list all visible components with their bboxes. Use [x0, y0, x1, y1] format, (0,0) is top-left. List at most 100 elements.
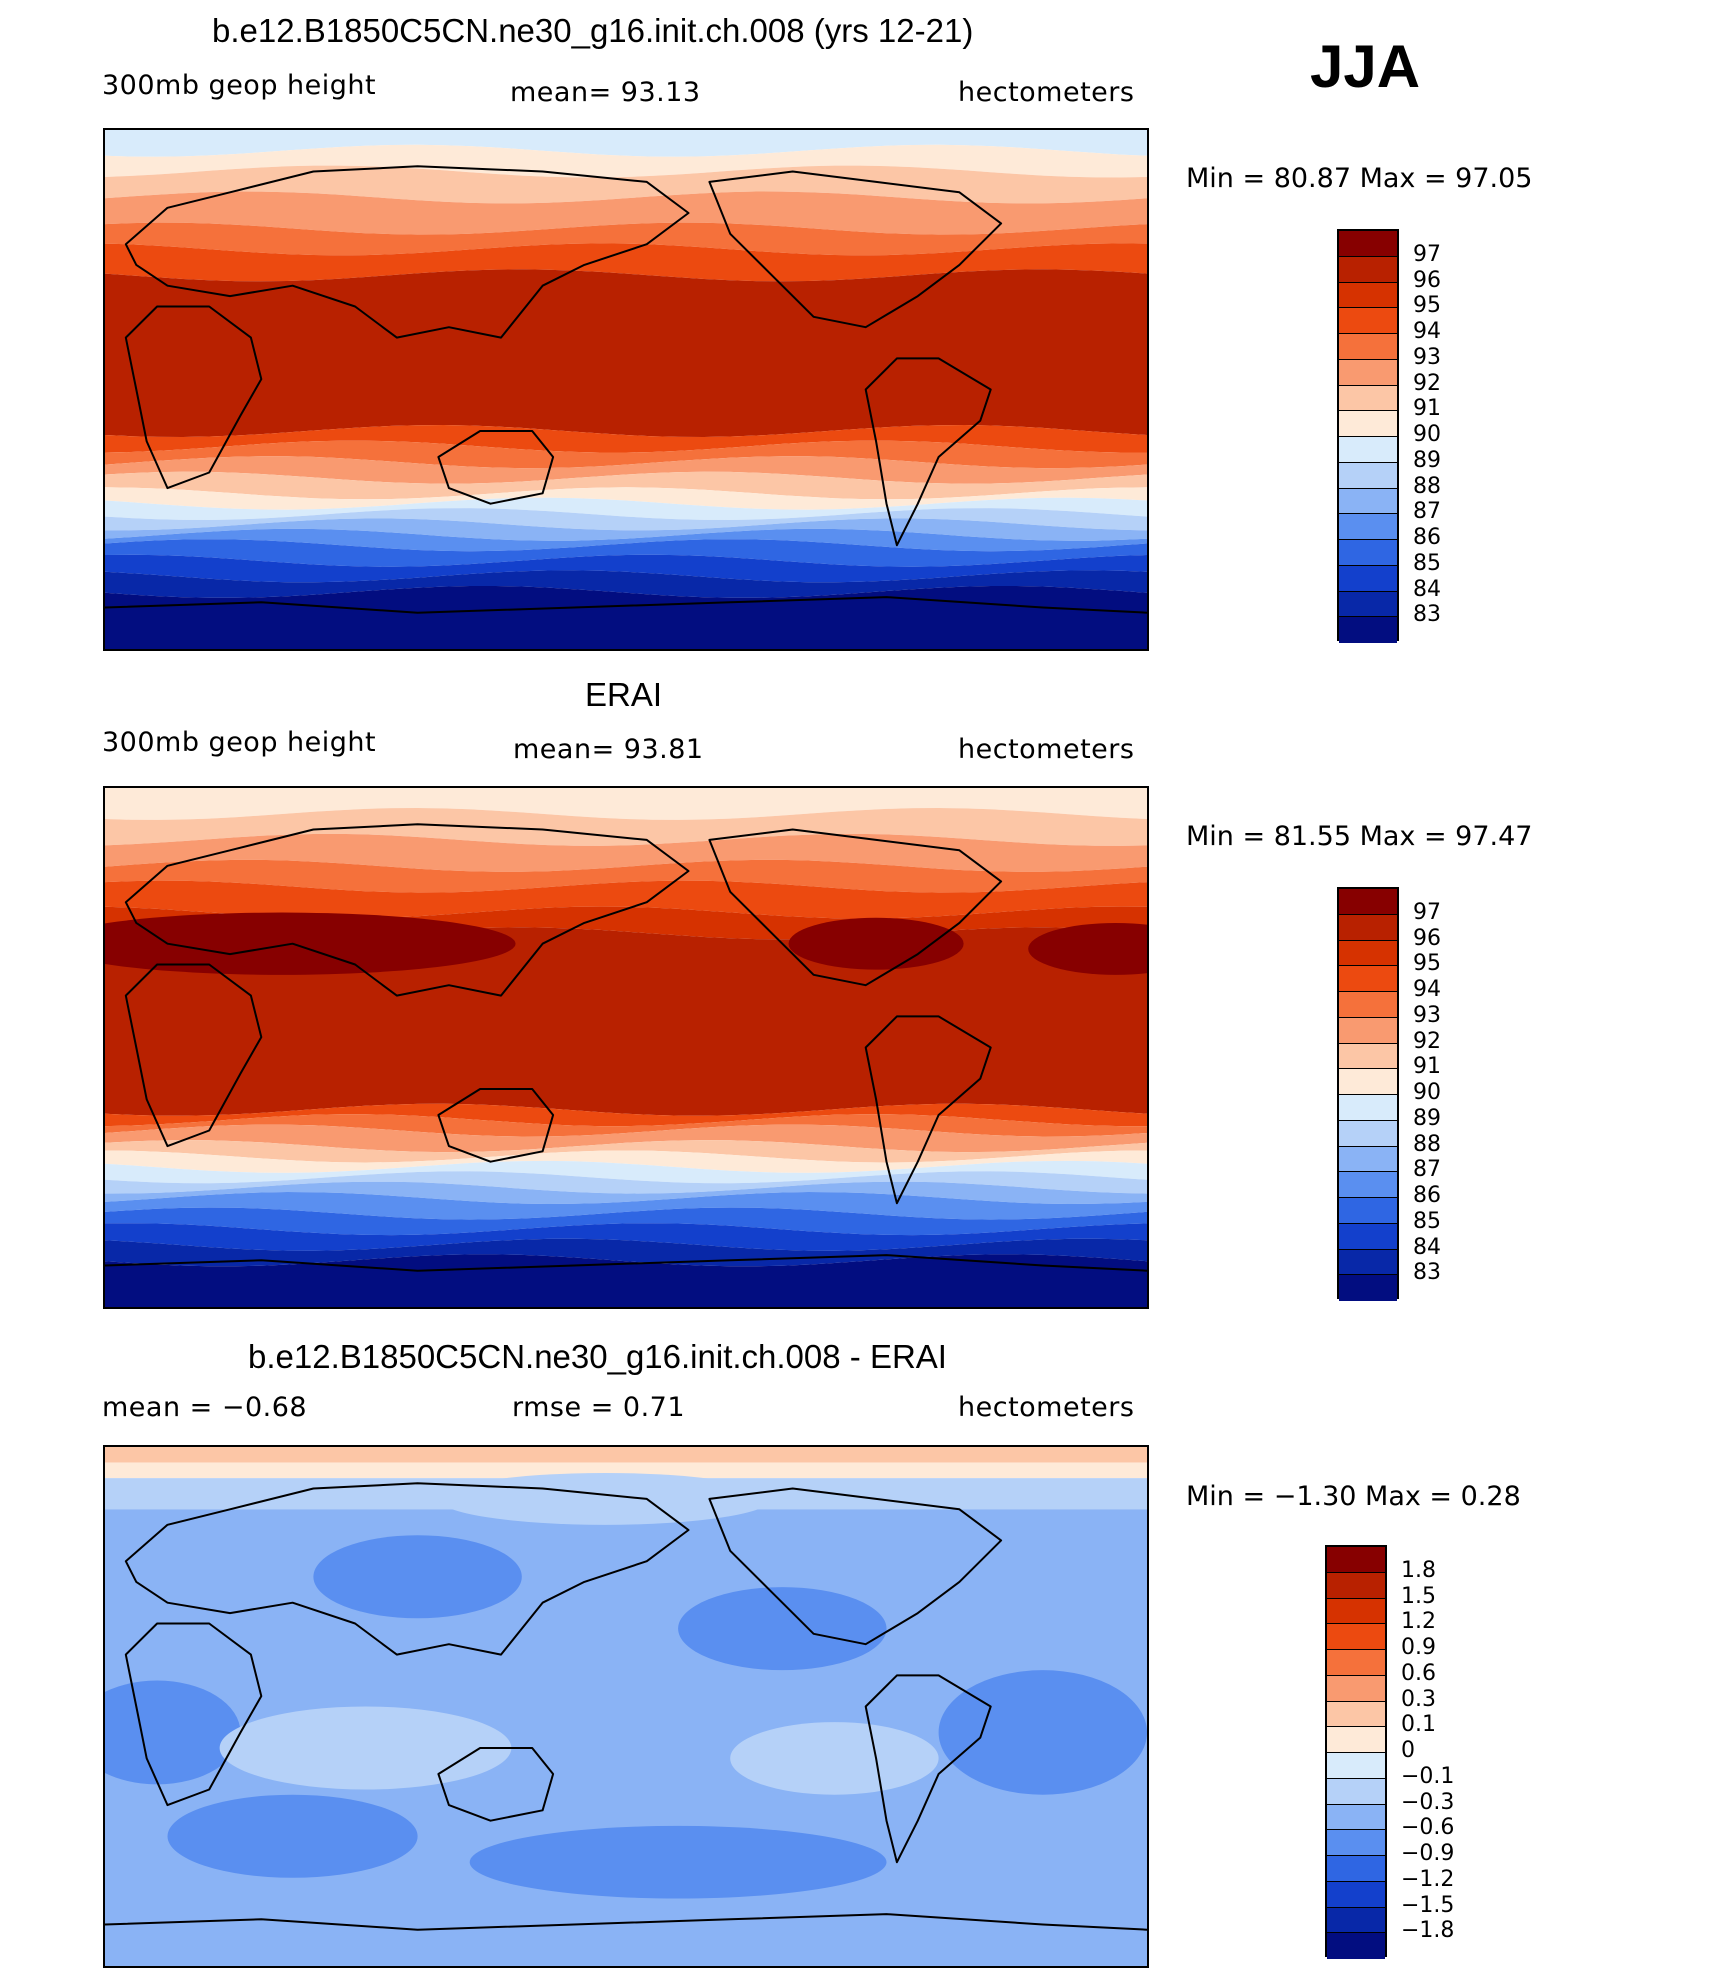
colorbar-swatch [1327, 1778, 1385, 1805]
colorbar-swatch [1327, 1727, 1385, 1753]
colorbar-swatch [1339, 437, 1397, 463]
colorbar-label: 90 [1413, 422, 1441, 447]
field-band [105, 808, 1147, 846]
colorbar-swatch [1339, 334, 1397, 360]
anomaly-patch [105, 1680, 241, 1785]
panel-3-map [103, 1445, 1149, 1968]
colorbar-label: 92 [1413, 1028, 1441, 1054]
colorbar-label: 91 [1413, 1054, 1441, 1080]
colorbar-label: −1.8 [1401, 1918, 1455, 1944]
field-band [105, 497, 1147, 520]
colorbar-label: 94 [1413, 977, 1441, 1002]
colorbar-label: 1.8 [1401, 1557, 1436, 1583]
field-band [105, 788, 1147, 820]
colorbar-swatch [1327, 1572, 1385, 1599]
colorbar-label: 84 [1413, 576, 1441, 602]
field-band [105, 1223, 1147, 1251]
colorbar-label: 93 [1413, 344, 1441, 370]
field-band [105, 1150, 1147, 1173]
max-field-patch [105, 912, 516, 975]
field-band [105, 471, 1147, 500]
colorbar-swatch [1339, 889, 1397, 915]
field-band [105, 144, 1147, 178]
anomaly-patch [678, 1587, 887, 1671]
continent-outline [708, 1487, 1003, 1646]
panel-3-units-label: hectometers [958, 1392, 1135, 1423]
colorbar-box [1337, 229, 1399, 643]
colorbar-label: 83 [1413, 1260, 1441, 1286]
colorbar-label: 85 [1413, 1208, 1441, 1234]
colorbar-swatch [1339, 940, 1397, 967]
antarctica-coastline [105, 1913, 1147, 1931]
colorbar-swatch [1327, 1598, 1385, 1625]
colorbar-swatch [1327, 1933, 1385, 1959]
colorbar-label: −1.5 [1401, 1892, 1455, 1918]
colorbar-label: 95 [1413, 951, 1441, 977]
field-band [105, 927, 1147, 1116]
panel-1-units-label: hectometers [958, 77, 1135, 108]
anomaly-patch-light [219, 1706, 512, 1790]
colorbar-label: −0.9 [1401, 1841, 1455, 1866]
colorbar-swatch [1339, 565, 1397, 592]
field-band [105, 1207, 1147, 1236]
colorbar-label: 86 [1413, 525, 1441, 550]
continent-outline [437, 430, 555, 505]
colorbar-label: 97 [1413, 899, 1441, 925]
anomaly-patch [167, 1794, 418, 1878]
field-band [105, 859, 1147, 893]
colorbar-swatch [1339, 359, 1397, 386]
field-band [105, 1462, 1147, 1479]
colorbar-swatch [1339, 591, 1397, 618]
field-band [105, 1160, 1147, 1184]
panel-1-min-max: Min = 80.87 Max = 97.05 [1186, 163, 1533, 194]
colorbar-label: 91 [1413, 396, 1441, 422]
field-band [105, 539, 1147, 567]
colorbar-swatch [1339, 488, 1397, 515]
field-band [105, 833, 1147, 872]
continent-outline [708, 170, 1003, 329]
colorbar-swatch [1339, 462, 1397, 489]
colorbar-label: 1.2 [1401, 1609, 1436, 1635]
colorbar-label: 83 [1413, 602, 1441, 628]
colorbar-label: 88 [1413, 473, 1441, 499]
colorbar-swatch [1339, 1172, 1397, 1198]
colorbar-swatch [1327, 1650, 1385, 1676]
field-band [105, 222, 1147, 256]
field-band [105, 191, 1147, 235]
panel-3-title: b.e12.B1850C5CN.ne30_g16.init.ch.008 - E… [248, 1338, 947, 1375]
colorbar-label: 97 [1413, 241, 1441, 267]
panel-2-min-max: Min = 81.55 Max = 97.47 [1186, 821, 1533, 852]
panel-2-mean-label: mean= 93.81 [513, 734, 704, 765]
colorbar-swatch [1339, 1043, 1397, 1070]
colorbar-swatch [1339, 617, 1397, 643]
field-band [105, 440, 1147, 469]
field-band [105, 165, 1147, 204]
continent-outline [124, 305, 263, 490]
continent-outline [437, 1747, 555, 1822]
colorbar-swatch [1339, 411, 1397, 437]
colorbar-label: 92 [1413, 370, 1441, 396]
colorbar-swatch [1327, 1547, 1385, 1573]
colorbar-swatch [1339, 1249, 1397, 1276]
colorbar-box [1337, 887, 1399, 1301]
colorbar-swatch [1339, 1275, 1397, 1301]
colorbar-label: 0.6 [1401, 1660, 1436, 1686]
field-band [105, 1192, 1147, 1220]
colorbar-label: 0.1 [1401, 1712, 1436, 1738]
colorbar-label: −0.3 [1401, 1789, 1455, 1815]
colorbar-label: 95 [1413, 293, 1441, 319]
field-band [105, 1124, 1147, 1153]
colorbar-label: 0 [1401, 1738, 1415, 1763]
colorbar-label: 0.3 [1401, 1686, 1436, 1712]
panel-2-title: ERAI [585, 676, 663, 713]
field-band [105, 1114, 1147, 1137]
colorbar-swatch [1339, 914, 1397, 941]
colorbar-swatch [1339, 1017, 1397, 1044]
colorbar-swatch [1339, 1146, 1397, 1173]
anomaly-patch [469, 1825, 887, 1899]
field-band [105, 554, 1147, 583]
panel-3-min-max: Min = −1.30 Max = 0.28 [1186, 1481, 1521, 1512]
colorbar-box [1325, 1545, 1387, 1959]
field-band [105, 508, 1147, 531]
max-field-patch [1028, 922, 1147, 975]
